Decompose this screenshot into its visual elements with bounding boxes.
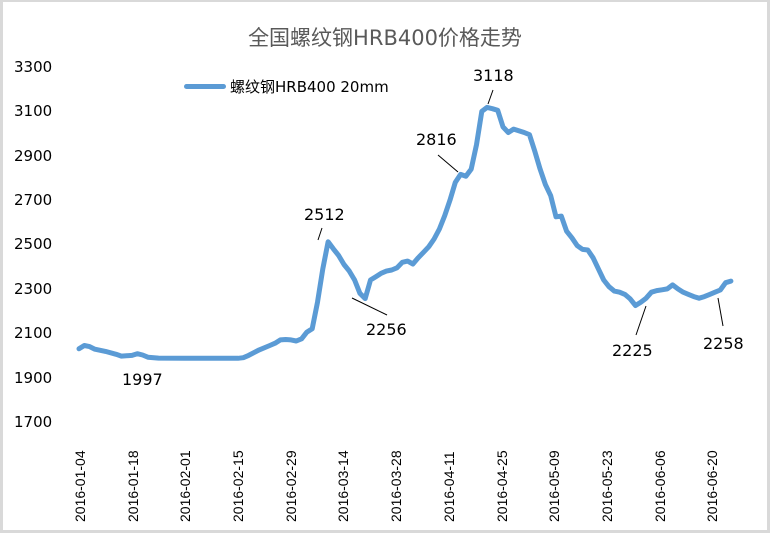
leader-line-2258 — [717, 297, 724, 327]
data-label-2256: 2256 — [366, 320, 407, 339]
data-label-2258: 2258 — [703, 334, 744, 353]
data-label-3118: 3118 — [473, 66, 514, 85]
y-tick: 3300 — [14, 58, 53, 76]
data-label-1997: 1997 — [122, 370, 163, 389]
data-label-2225: 2225 — [612, 341, 653, 360]
y-tick: 2300 — [14, 280, 53, 298]
leader-line-2816 — [437, 154, 459, 173]
y-tick: 2500 — [14, 235, 53, 253]
leader-line-2256 — [351, 297, 388, 316]
legend-line-swatch — [184, 84, 226, 89]
leader-line-2512 — [317, 227, 323, 241]
data-label-2816: 2816 — [416, 130, 457, 149]
y-tick: 2700 — [14, 191, 53, 209]
legend: 螺纹钢HRB400 20mm — [184, 76, 389, 97]
chart-title: 全国螺纹钢HRB400价格走势 — [248, 26, 522, 50]
y-tick: 1700 — [14, 413, 53, 431]
leader-line-2225 — [635, 305, 647, 336]
y-tick: 3100 — [14, 102, 53, 120]
series-line-hrb400 — [76, 104, 734, 361]
y-tick: 1900 — [14, 369, 53, 387]
legend-label: 螺纹钢HRB400 20mm — [230, 78, 389, 96]
leader-lines — [317, 89, 724, 336]
y-tick: 2100 — [14, 324, 53, 342]
leader-line-3118 — [487, 89, 494, 105]
y-tick: 2900 — [14, 147, 53, 165]
data-label-2512: 2512 — [304, 205, 345, 224]
